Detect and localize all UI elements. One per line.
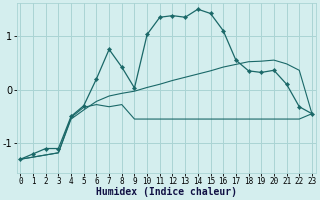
X-axis label: Humidex (Indice chaleur): Humidex (Indice chaleur) bbox=[96, 187, 237, 197]
